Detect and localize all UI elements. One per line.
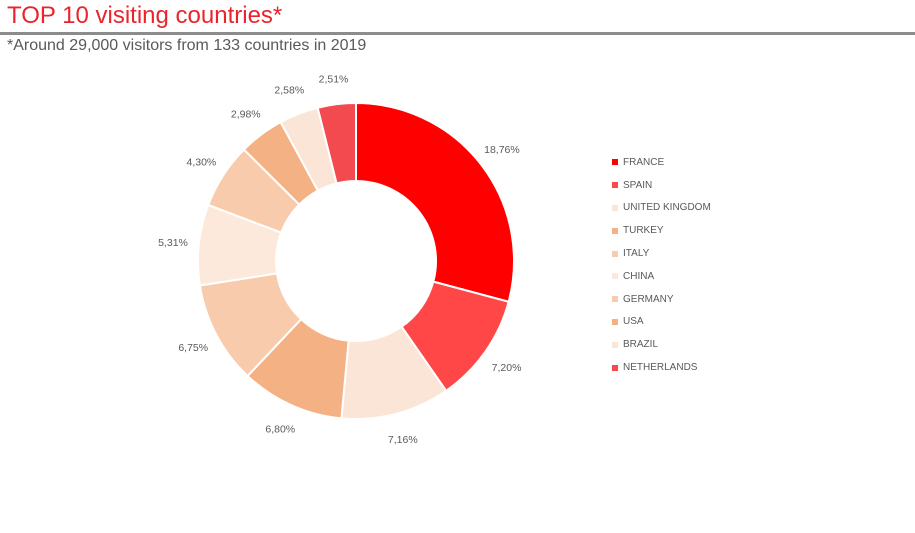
- donut-slice-netherlands: [316, 101, 357, 185]
- legend-swatch: [612, 364, 618, 371]
- legend-item: BRAZIL: [612, 333, 711, 356]
- legend-swatch: [612, 227, 618, 234]
- data-label: 2,51%: [319, 73, 349, 85]
- legend-label: ITALY: [623, 248, 650, 260]
- legend-swatch: [612, 341, 618, 348]
- legend-item: TURKEY: [612, 219, 711, 242]
- legend-swatch: [612, 250, 618, 257]
- legend-item: CHINA: [612, 265, 711, 288]
- legend-swatch: [612, 296, 618, 303]
- legend-item: GERMANY: [612, 288, 711, 311]
- legend-item: SPAIN: [612, 174, 711, 197]
- data-label: 2,58%: [274, 85, 304, 97]
- legend-label: NETHERLANDS: [623, 362, 698, 374]
- data-label: 7,16%: [388, 434, 418, 446]
- data-label: 4,30%: [186, 156, 216, 168]
- donut-slice-france: [355, 101, 515, 303]
- legend-label: BRAZIL: [623, 339, 659, 351]
- legend-item: FRANCE: [612, 151, 711, 174]
- legend-label: TURKEY: [623, 225, 664, 237]
- legend-item: ITALY: [612, 242, 711, 265]
- data-label: 6,75%: [178, 342, 208, 354]
- legend-item: NETHERLANDS: [612, 356, 711, 379]
- legend-label: USA: [623, 316, 644, 328]
- legend-label: SPAIN: [623, 179, 653, 191]
- chart-legend: FRANCE SPAIN UNITED KINGDOM TURKEY ITALY CHIN…: [612, 151, 711, 379]
- legend-swatch: [612, 159, 618, 166]
- legend-label: FRANCE: [623, 156, 665, 168]
- data-label: 18,76%: [484, 144, 520, 156]
- chart-title: TOP 10 visiting countries*: [7, 2, 283, 29]
- title-divider: [0, 32, 915, 35]
- legend-swatch: [612, 273, 618, 280]
- chart-subtitle: *Around 29,000 visitors from 133 countri…: [7, 37, 367, 54]
- legend-label: GERMANY: [623, 293, 674, 305]
- legend-swatch: [612, 204, 618, 211]
- data-label: 6,80%: [265, 424, 295, 436]
- legend-item: USA: [612, 311, 711, 334]
- legend-swatch: [612, 182, 618, 189]
- legend-label: UNITED KINGDOM: [623, 202, 711, 214]
- legend-label: CHINA: [623, 270, 655, 282]
- legend-item: UNITED KINGDOM: [612, 197, 711, 220]
- data-label: 5,31%: [158, 237, 188, 249]
- legend-swatch: [612, 318, 618, 325]
- data-label: 2,98%: [231, 109, 261, 121]
- data-label: 7,20%: [492, 362, 522, 374]
